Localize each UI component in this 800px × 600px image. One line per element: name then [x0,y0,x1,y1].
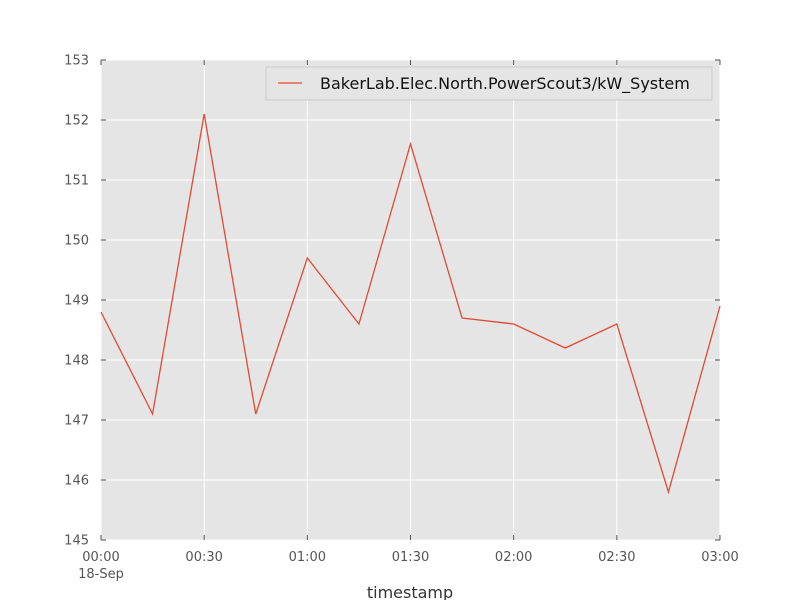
x-tick-sublabel: 18-Sep [78,567,124,582]
axis-ticks: 145 146 147 148 149 150 151 152 153 00:00 18-Sep 00… [64,54,739,583]
x-tick-label: 01:00 [289,550,326,565]
y-tick-label: 149 [64,294,89,309]
x-axis-label: timestamp [367,583,453,600]
series-line-0 [100,113,721,495]
legend: BakerLab.Elec.North.PowerScout3/kW_Syste… [265,66,713,101]
y-tick-label: 148 [64,354,89,369]
x-tick-label: 00:00 [82,550,119,565]
x-tick-label: 03:00 [701,550,738,565]
x-tick-label: 00:30 [185,550,222,565]
x-tick-label: 02:00 [495,550,532,565]
y-tick-label: 145 [64,534,89,549]
y-tick-label: 146 [64,474,89,489]
legend-label: BakerLab.Elec.North.PowerScout3/kW_Syste… [320,74,690,94]
y-tick-label: 151 [64,174,89,189]
x-tick-label: 02:30 [598,550,635,565]
y-tick-label: 150 [64,234,89,249]
series-layer [100,113,721,495]
y-tick-label: 153 [64,54,89,69]
y-tick-label: 152 [64,114,89,129]
y-tick-label: 147 [64,414,89,429]
legend-box [265,66,713,101]
x-tick-label: 01:30 [392,550,429,565]
